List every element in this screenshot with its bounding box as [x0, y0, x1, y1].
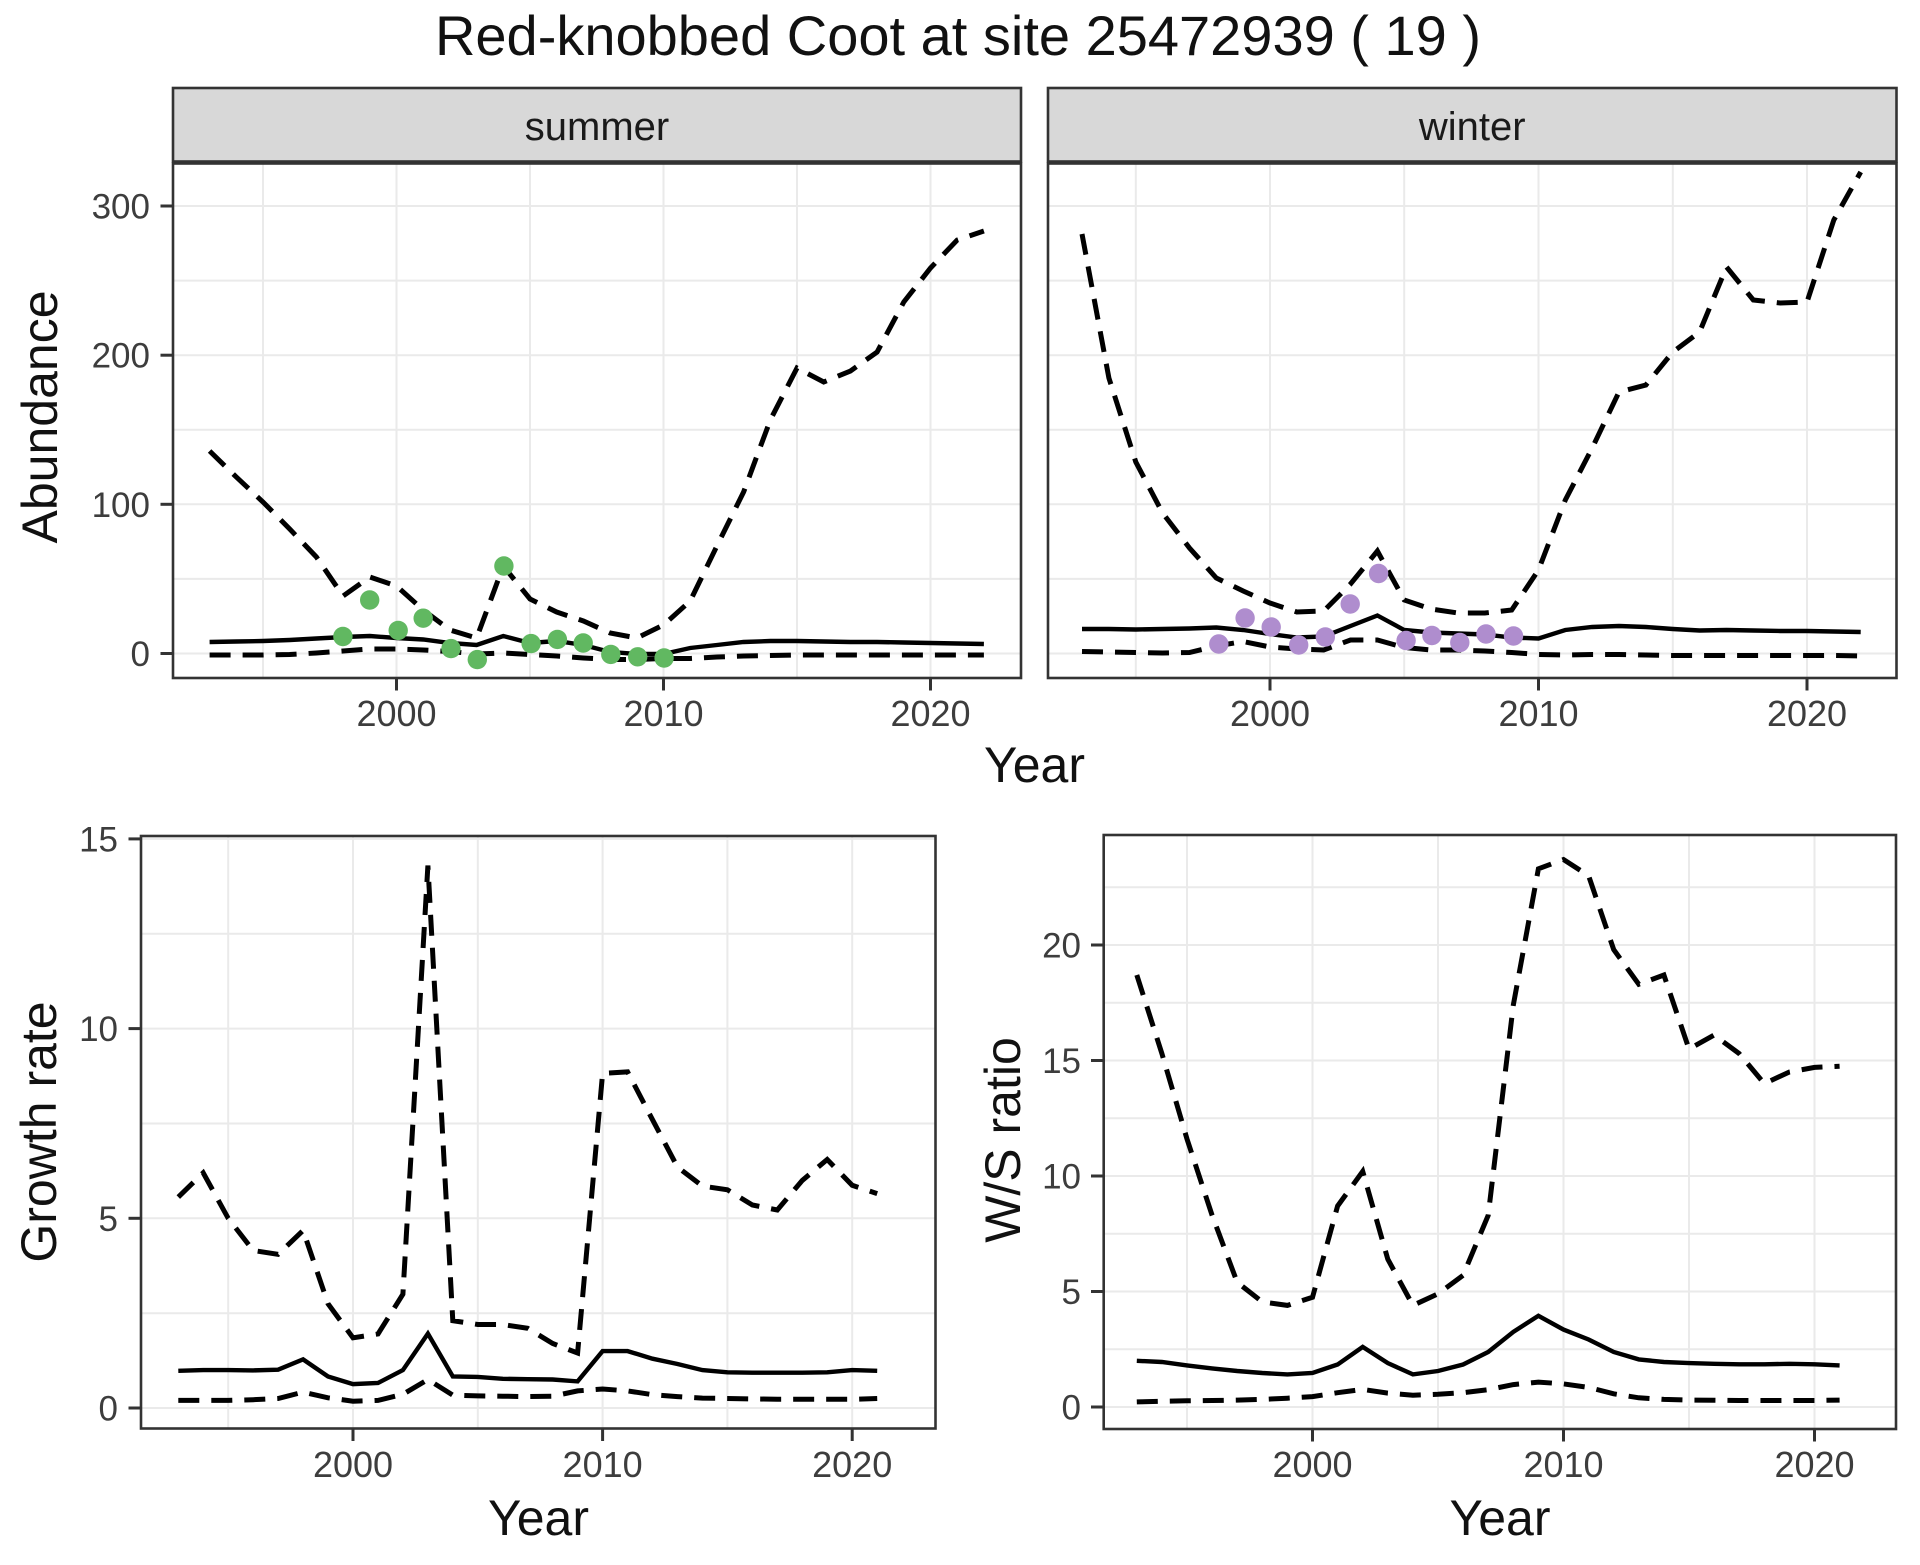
svg-text:Year: Year [1449, 1490, 1550, 1546]
svg-text:2000: 2000 [356, 693, 436, 734]
svg-text:Year: Year [488, 1490, 589, 1546]
svg-text:0: 0 [99, 1390, 118, 1429]
svg-text:Abundance: Abundance [12, 290, 68, 543]
svg-text:2010: 2010 [1498, 693, 1578, 734]
svg-text:5: 5 [99, 1200, 118, 1239]
svg-text:2010: 2010 [1523, 1444, 1603, 1485]
svg-text:2010: 2010 [623, 693, 703, 734]
svg-text:2010: 2010 [563, 1444, 643, 1485]
svg-text:0: 0 [131, 635, 150, 674]
svg-text:winter: winter [1418, 105, 1526, 149]
svg-text:2020: 2020 [812, 1444, 892, 1485]
svg-text:2020: 2020 [890, 693, 970, 734]
svg-text:W/S ratio: W/S ratio [975, 1037, 1031, 1243]
svg-text:summer: summer [525, 105, 669, 149]
svg-text:0: 0 [1062, 1389, 1081, 1428]
svg-text:15: 15 [1042, 1042, 1081, 1081]
svg-text:300: 300 [92, 188, 150, 227]
svg-text:20: 20 [1042, 927, 1081, 966]
svg-text:10: 10 [1042, 1158, 1081, 1197]
svg-text:10: 10 [79, 1010, 118, 1049]
svg-text:100: 100 [92, 486, 150, 525]
svg-text:2000: 2000 [1272, 1444, 1352, 1485]
svg-text:5: 5 [1062, 1273, 1081, 1312]
svg-text:Year: Year [984, 737, 1085, 793]
svg-text:Growth rate: Growth rate [11, 1001, 67, 1262]
svg-text:2020: 2020 [1767, 693, 1847, 734]
svg-text:2000: 2000 [313, 1444, 393, 1485]
svg-text:2000: 2000 [1230, 693, 1310, 734]
svg-text:2020: 2020 [1774, 1444, 1854, 1485]
svg-text:15: 15 [79, 820, 118, 859]
svg-text:Red-knobbed Coot at site 25472: Red-knobbed Coot at site 25472939 ( 19 ) [435, 4, 1481, 67]
svg-text:200: 200 [92, 337, 150, 376]
